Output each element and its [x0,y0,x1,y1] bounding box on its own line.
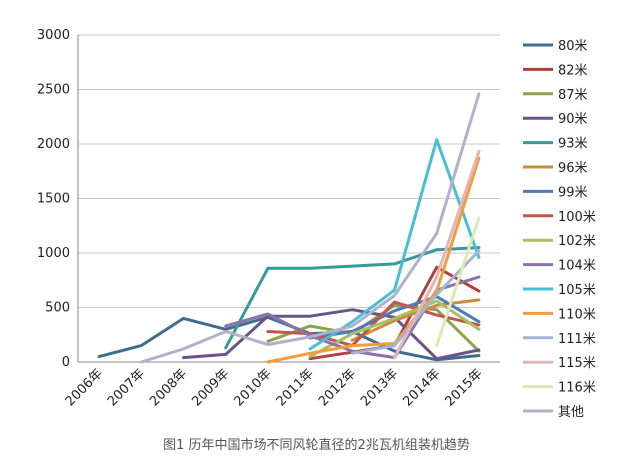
legend: 80米 82米 87米 90米 93米 96米 99米 100米 102米 104米 105米 110… [523,39,596,420]
legend-label: 82米 [558,63,588,78]
x-tick-label: 2014年 [400,366,443,409]
legend-label: 93米 [558,137,588,152]
legend-label: 102米 [558,234,596,249]
x-axis-ticks: 2006年 2007年 2008年 2009年 2010年 2011年 2012年 2013年… [63,366,486,409]
series-line [182,308,481,361]
legend-label: 100米 [558,210,596,225]
x-tick-label: 2011年 [274,366,317,409]
x-tick-label: 2009年 [189,366,232,409]
series-line [393,150,481,360]
y-tick-label: 0 [62,355,70,370]
legend-label: 116米 [558,381,596,396]
legend-label: 99米 [558,185,588,200]
y-tick-label: 1500 [37,192,70,207]
legend-label: 111米 [558,332,596,347]
legend-label: 110米 [558,307,596,322]
y-tick-label: 2000 [37,137,70,152]
y-tick-label: 3000 [37,28,70,43]
y-tick-label: 1000 [37,246,70,261]
series-line [224,246,481,350]
legend-label: 87米 [558,88,588,103]
legend-label: 96米 [558,161,588,176]
x-tick-label: 2013年 [358,366,401,409]
series-line [308,299,481,359]
legend-label: 115米 [558,356,596,371]
series-line [350,298,481,342]
x-tick-label: 2006年 [63,366,106,409]
y-tick-label: 500 [45,301,70,316]
y-tick-label: 2500 [37,83,70,98]
series-line [139,92,481,364]
legend-label: 104米 [558,259,596,274]
x-tick-label: 2007年 [105,366,148,409]
y-axis-ticks: 0 500 1000 1500 2000 2500 3000 [37,28,70,370]
legend-label: 80米 [558,39,588,54]
legend-label: 105米 [558,283,596,298]
legend-label: 其他 [558,405,584,420]
legend-label: 90米 [558,112,588,127]
series-line [266,156,481,364]
figure-caption: 图1 历年中国市场不同风轮直径的2兆瓦机组装机趋势 [163,438,470,453]
gridlines [77,34,500,363]
series-line [435,216,481,348]
series-lines [97,92,481,364]
x-tick-label: 2008年 [147,366,190,409]
x-tick-label: 2010年 [232,366,275,409]
x-tick-label: 2015年 [443,366,486,409]
x-tick-label: 2012年 [316,366,359,409]
